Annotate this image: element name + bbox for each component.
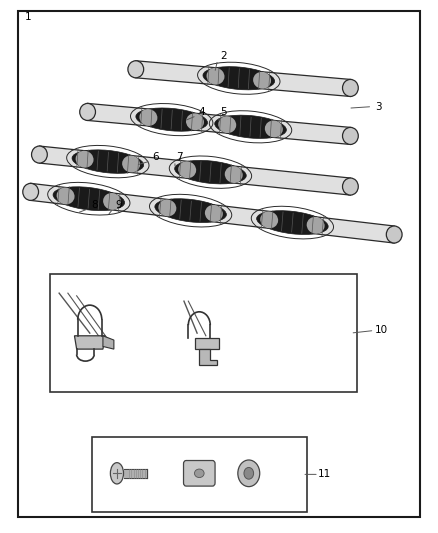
- Polygon shape: [39, 146, 350, 195]
- Ellipse shape: [260, 212, 278, 228]
- Ellipse shape: [238, 460, 260, 487]
- Ellipse shape: [155, 199, 226, 223]
- Ellipse shape: [207, 68, 225, 85]
- Ellipse shape: [343, 127, 358, 144]
- Text: 3: 3: [375, 102, 382, 111]
- Ellipse shape: [265, 120, 283, 138]
- Ellipse shape: [103, 193, 121, 210]
- Text: 2: 2: [220, 51, 227, 61]
- Polygon shape: [195, 338, 219, 349]
- Ellipse shape: [253, 72, 271, 88]
- Text: 7: 7: [176, 152, 183, 162]
- Ellipse shape: [343, 178, 358, 195]
- Polygon shape: [199, 349, 217, 365]
- Ellipse shape: [343, 79, 358, 96]
- Text: 10: 10: [374, 326, 388, 335]
- Ellipse shape: [57, 188, 74, 204]
- Ellipse shape: [244, 467, 254, 479]
- Ellipse shape: [23, 183, 39, 200]
- Ellipse shape: [32, 146, 47, 163]
- Text: 8: 8: [91, 200, 98, 210]
- Polygon shape: [136, 61, 350, 96]
- Text: 9: 9: [115, 200, 122, 210]
- Ellipse shape: [178, 161, 196, 178]
- Text: 4: 4: [198, 107, 205, 117]
- Text: 5: 5: [220, 107, 227, 117]
- Ellipse shape: [257, 211, 328, 235]
- Ellipse shape: [215, 115, 286, 139]
- Polygon shape: [103, 336, 114, 349]
- Ellipse shape: [218, 116, 236, 133]
- Polygon shape: [74, 336, 105, 349]
- Ellipse shape: [128, 61, 144, 78]
- Ellipse shape: [175, 160, 246, 184]
- Ellipse shape: [72, 150, 144, 173]
- Ellipse shape: [225, 166, 243, 183]
- FancyBboxPatch shape: [184, 461, 215, 486]
- Ellipse shape: [139, 109, 157, 126]
- Ellipse shape: [53, 187, 124, 211]
- Bar: [92, 437, 307, 512]
- Ellipse shape: [136, 108, 208, 131]
- Ellipse shape: [203, 67, 275, 90]
- Ellipse shape: [122, 156, 140, 172]
- Text: 1: 1: [25, 12, 32, 22]
- Ellipse shape: [386, 226, 402, 243]
- Text: 6: 6: [152, 152, 159, 162]
- Ellipse shape: [80, 103, 95, 120]
- Bar: [50, 274, 357, 392]
- Text: 11: 11: [318, 470, 331, 479]
- Ellipse shape: [159, 199, 177, 216]
- Ellipse shape: [307, 217, 325, 234]
- Polygon shape: [88, 103, 350, 144]
- Ellipse shape: [76, 151, 94, 168]
- Ellipse shape: [205, 205, 223, 222]
- Ellipse shape: [186, 114, 204, 130]
- Ellipse shape: [194, 469, 204, 478]
- Polygon shape: [31, 183, 394, 243]
- Ellipse shape: [110, 463, 124, 484]
